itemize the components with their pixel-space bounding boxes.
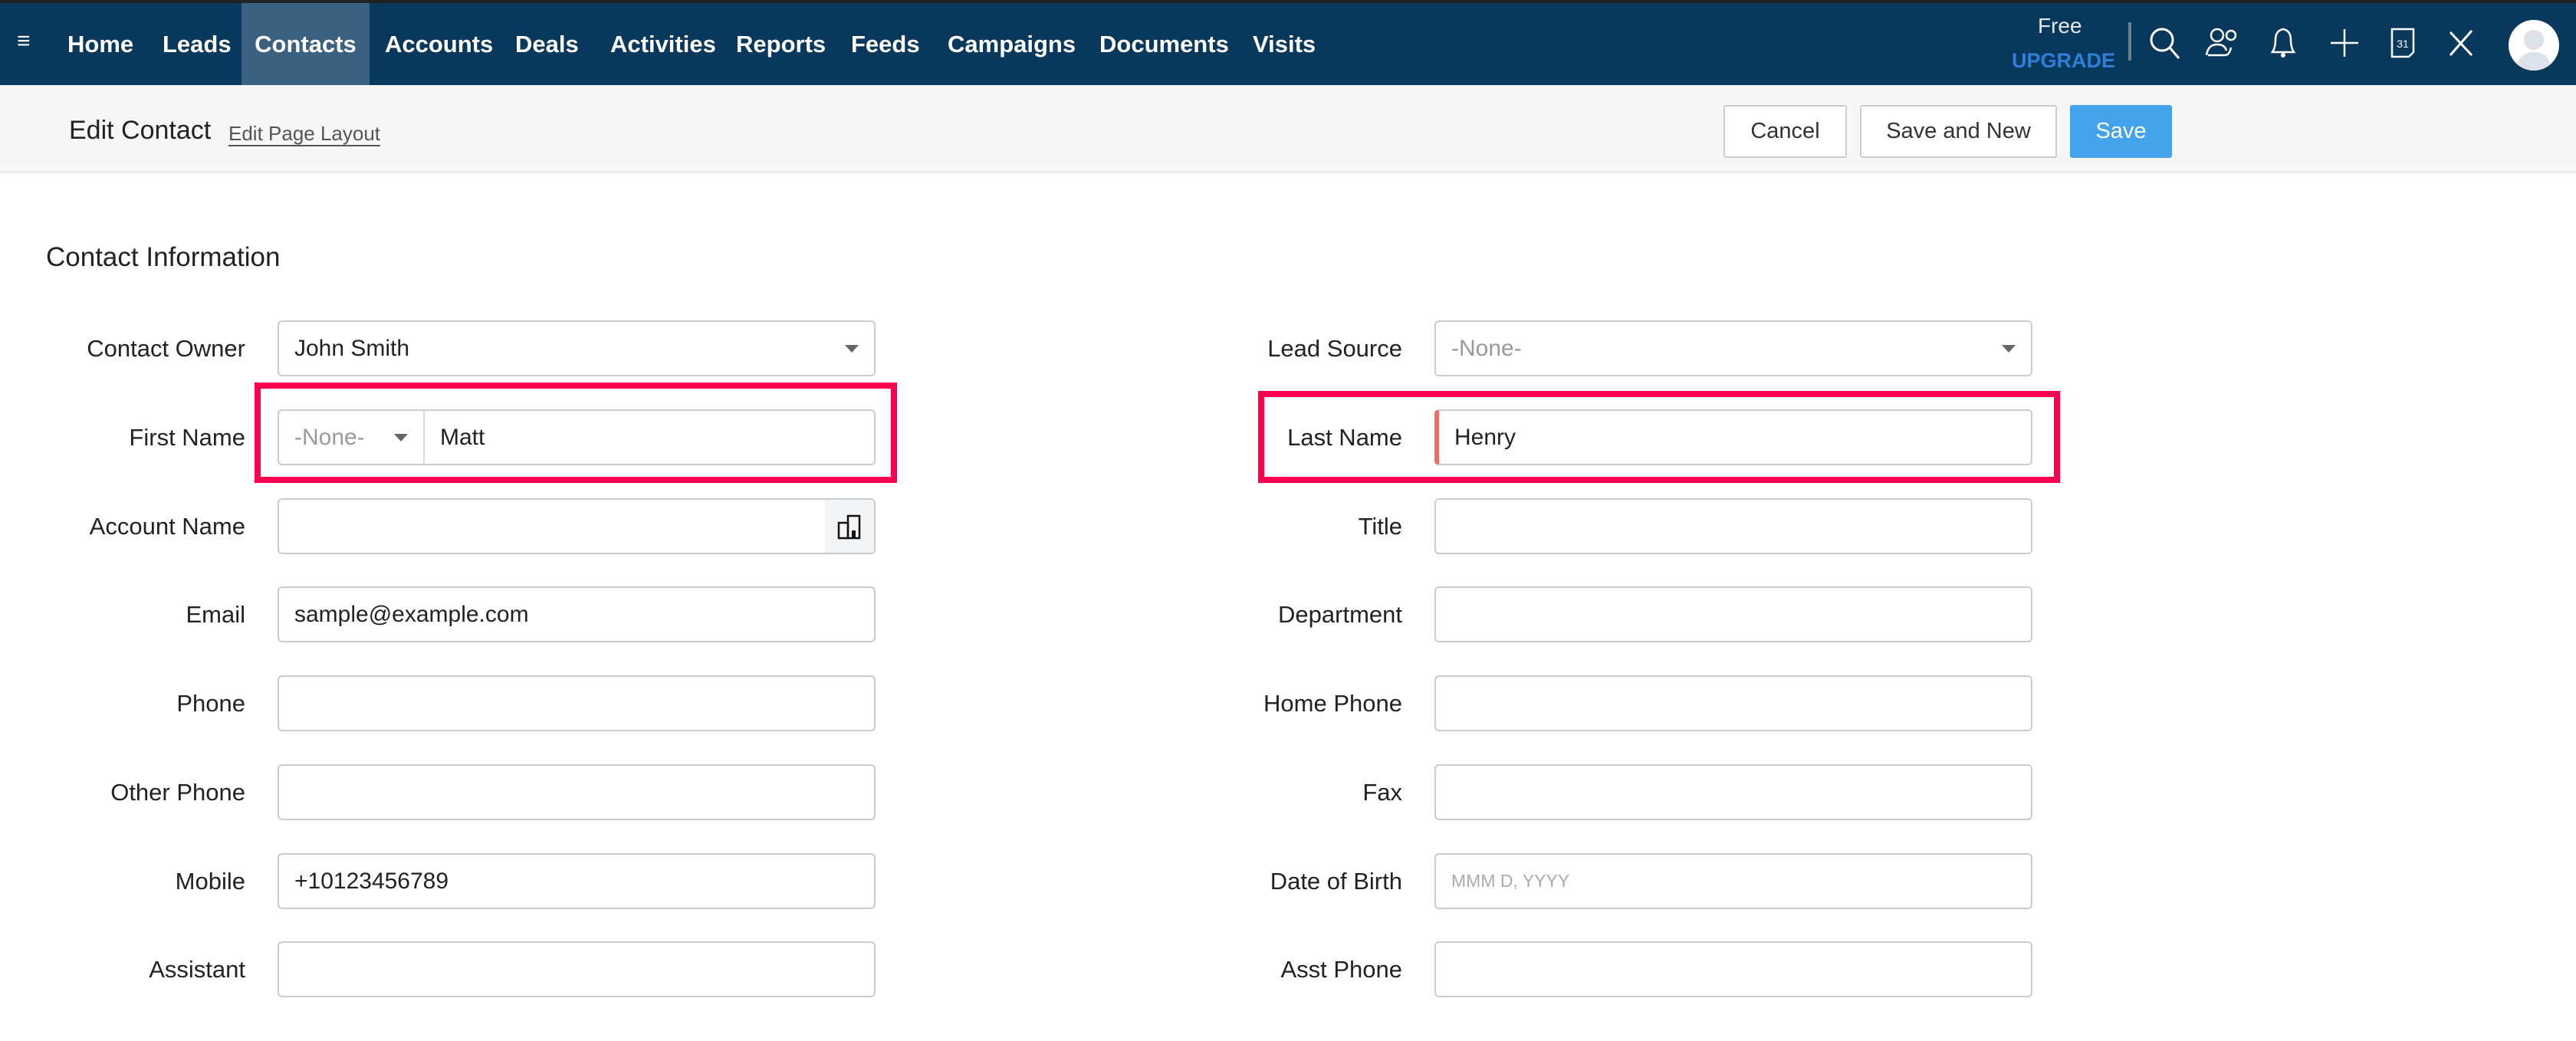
fax-label: Fax — [1362, 779, 1402, 806]
nav-tab-feeds[interactable]: Feeds — [851, 31, 920, 57]
asst-phone-label: Asst Phone — [1280, 956, 1402, 983]
nav-tab-home[interactable]: Home — [67, 31, 134, 57]
assistant-label: Assistant — [149, 956, 245, 983]
other-phone-label: Other Phone — [110, 779, 245, 806]
nav-tab-campaigns[interactable]: Campaigns — [948, 31, 1076, 57]
first-name-value: Matt — [440, 425, 485, 450]
last-name-label: Last Name — [1287, 424, 1402, 451]
nav-tab-deals[interactable]: Deals — [515, 31, 579, 57]
last-name-value: Henry — [1454, 425, 1516, 450]
save-button[interactable]: Save — [2070, 105, 2172, 158]
date-placeholder: MMM D, YYYY — [1451, 871, 1570, 891]
divider — [2128, 22, 2131, 61]
chevron-down-icon — [2002, 345, 2016, 353]
mobile-value: +10123456789 — [294, 869, 449, 894]
page-title: Edit Contact — [69, 116, 212, 145]
phone-input[interactable] — [278, 675, 876, 731]
mobile-label: Mobile — [175, 868, 245, 895]
svg-text:31: 31 — [2397, 38, 2409, 50]
date-of-birth-input[interactable]: MMM D, YYYY — [1434, 853, 2032, 909]
salutation-value: -None- — [294, 425, 365, 450]
last-name-input[interactable]: Henry — [1434, 409, 2032, 465]
window-top-edge — [0, 0, 2576, 3]
nav-tab-contacts[interactable]: Contacts — [242, 3, 370, 85]
department-label: Department — [1278, 601, 1402, 628]
other-phone-input[interactable] — [278, 764, 876, 820]
email-label: Email — [186, 601, 245, 628]
contact-owner-label: Contact Owner — [87, 335, 245, 362]
nav-tab-accounts[interactable]: Accounts — [385, 31, 494, 57]
upgrade-link[interactable]: UPGRADE — [2012, 49, 2116, 72]
email-value: sample@example.com — [294, 602, 529, 627]
assistant-input[interactable] — [278, 941, 876, 997]
first-name-input[interactable]: -None- Matt — [278, 409, 876, 465]
date-of-birth-label: Date of Birth — [1270, 868, 1402, 895]
nav-tab-reports[interactable]: Reports — [736, 31, 826, 57]
plan-label: Free — [2038, 14, 2082, 38]
page-header: Edit Contact Edit Page Layout Cancel Sav… — [0, 85, 2576, 173]
highlight-box-first-name — [255, 383, 897, 483]
nav-tab-activities[interactable]: Activities — [610, 31, 716, 57]
bell-icon[interactable] — [2262, 21, 2305, 64]
section-title: Contact Information — [46, 242, 281, 272]
account-lookup-icon[interactable] — [825, 500, 874, 553]
search-icon[interactable] — [2144, 21, 2187, 64]
tools-icon[interactable] — [2440, 21, 2482, 64]
salutation-select[interactable]: -None- — [279, 411, 425, 464]
contact-owner-value: John Smith — [294, 336, 410, 361]
asst-phone-input[interactable] — [1434, 941, 2032, 997]
fax-input[interactable] — [1434, 764, 2032, 820]
mobile-input[interactable]: +10123456789 — [278, 853, 876, 909]
title-input[interactable] — [1434, 498, 2032, 554]
top-nav: ≡ Home Leads Contacts Accounts Deals Activiti… — [0, 3, 2576, 85]
email-input[interactable]: sample@example.com — [278, 586, 876, 642]
calendar-icon[interactable]: 31 — [2381, 21, 2424, 64]
title-label: Title — [1358, 513, 1402, 540]
avatar[interactable] — [2509, 20, 2559, 71]
lead-source-select[interactable]: -None- — [1434, 320, 2032, 376]
first-name-label: First Name — [129, 424, 245, 451]
chevron-down-icon — [845, 345, 859, 353]
account-name-label: Account Name — [89, 513, 245, 540]
nav-tab-leads[interactable]: Leads — [163, 31, 232, 57]
chevron-down-icon — [394, 434, 408, 442]
save-and-new-button[interactable]: Save and New — [1860, 105, 2057, 158]
cancel-button[interactable]: Cancel — [1723, 105, 1847, 158]
plus-icon[interactable] — [2323, 21, 2366, 64]
edit-page-layout-link[interactable]: Edit Page Layout — [228, 122, 381, 146]
contact-owner-select[interactable]: John Smith — [278, 320, 876, 376]
contacts-share-icon[interactable] — [2202, 21, 2245, 64]
lead-source-value: -None- — [1451, 336, 1522, 361]
home-phone-input[interactable] — [1434, 675, 2032, 731]
nav-tab-visits[interactable]: Visits — [1253, 31, 1316, 57]
menu-icon[interactable]: ≡ — [17, 28, 31, 54]
nav-tab-documents[interactable]: Documents — [1099, 31, 1229, 57]
department-input[interactable] — [1434, 586, 2032, 642]
lead-source-label: Lead Source — [1267, 335, 1402, 362]
highlight-box-last-name — [1258, 391, 2060, 483]
phone-label: Phone — [176, 690, 245, 717]
account-name-input[interactable] — [278, 498, 876, 554]
home-phone-label: Home Phone — [1263, 690, 1402, 717]
